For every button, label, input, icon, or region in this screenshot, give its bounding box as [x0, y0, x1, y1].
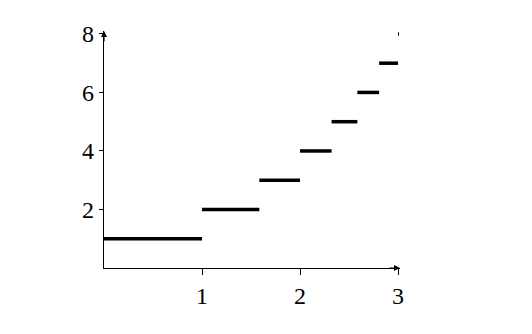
svg-text:6: 6 — [82, 80, 94, 106]
svg-text:2: 2 — [82, 197, 94, 223]
svg-text:8: 8 — [82, 21, 94, 47]
svg-text:3: 3 — [392, 283, 404, 309]
svg-text:4: 4 — [82, 138, 94, 164]
svg-text:2: 2 — [294, 283, 306, 309]
svg-text:1: 1 — [196, 283, 208, 309]
